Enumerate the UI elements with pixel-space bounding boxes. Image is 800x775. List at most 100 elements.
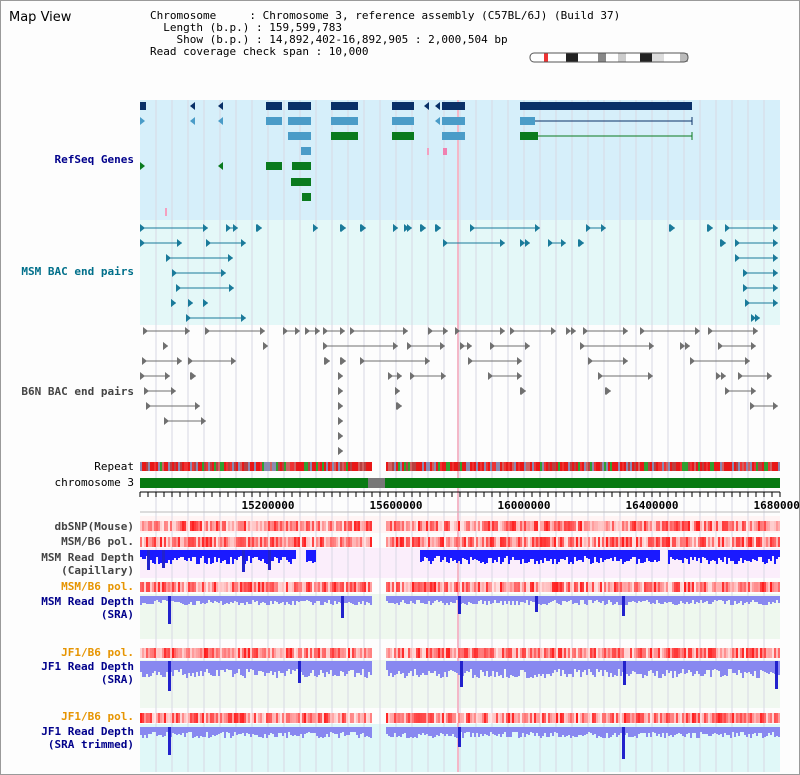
track-label-jf1-b6-pol-2[interactable]: JF1/B6 pol. xyxy=(61,710,134,723)
capillary-depth xyxy=(720,550,722,560)
jf1-b6-pol-segment xyxy=(358,648,360,658)
jf1-trim-depth xyxy=(728,727,730,735)
jf1-trim-depth xyxy=(570,727,572,738)
msm-b6-pol-segment xyxy=(432,537,434,547)
jf1-b6-pol-segment xyxy=(360,648,362,658)
repeat-segment xyxy=(208,462,210,471)
repeat-segment xyxy=(748,462,750,471)
jf1-sra-depth xyxy=(714,661,716,669)
repeat-segment xyxy=(606,462,608,471)
capillary-depth xyxy=(580,550,582,560)
repeat-segment xyxy=(576,462,578,471)
b6n-bac-pair-end xyxy=(393,342,398,350)
jf1-b6-pol-segment xyxy=(536,648,538,658)
jf1-b6-pol-2-segment xyxy=(522,713,524,723)
jf1-trim-depth xyxy=(480,727,482,734)
msm-b6-pol-2-segment xyxy=(194,582,196,592)
repeat-segment xyxy=(586,462,588,471)
msm-b6-pol-2-segment xyxy=(480,582,482,592)
msm-b6-pol-2-segment xyxy=(536,582,538,592)
jf1-sra-depth xyxy=(154,661,156,671)
msm-b6-pol-2-segment xyxy=(696,582,698,592)
repeat-segment xyxy=(502,462,504,471)
dbsnp-segment xyxy=(200,521,202,531)
repeat-segment xyxy=(636,462,638,471)
track-label-msm-b6-pol-2[interactable]: MSM/B6 pol. xyxy=(61,580,134,593)
track-label-msm-bac[interactable]: MSM BAC end pairs xyxy=(21,265,134,278)
track-label-b6n-bac[interactable]: B6N BAC end pairs xyxy=(21,385,134,398)
repeat-segment xyxy=(712,462,714,471)
track-label-jf1-depth-sra[interactable]: JF1 Read Depth xyxy=(41,660,134,673)
msm-b6-pol-2-segment xyxy=(574,582,576,592)
jf1-b6-pol-2-segment xyxy=(170,713,172,723)
msm-b6-pol-segment xyxy=(536,537,538,547)
jf1-b6-pol-2-segment xyxy=(726,713,728,723)
msm-sra-depth xyxy=(416,596,418,600)
jf1-sra-depth xyxy=(652,661,654,673)
track-label-msm-depth-capillary[interactable]: MSM Read Depth xyxy=(41,551,134,564)
b6n-bac-pair-end xyxy=(745,357,750,365)
jf1-b6-pol-2-segment xyxy=(708,713,710,723)
track-label-repeat[interactable]: Repeat xyxy=(94,460,134,473)
repeat-segment xyxy=(300,462,302,471)
jf1-b6-pol-segment xyxy=(284,648,286,658)
capillary-depth xyxy=(234,550,236,559)
msm-b6-pol-2-segment xyxy=(158,582,160,592)
repeat-segment xyxy=(326,462,328,471)
jf1-trim-depth xyxy=(616,727,618,737)
track-label-msm-depth-sra[interactable]: MSM Read Depth xyxy=(41,595,134,608)
msm-b6-pol-segment xyxy=(698,537,700,547)
msm-sra-depth xyxy=(644,596,646,601)
msm-sra-depth xyxy=(638,596,640,601)
jf1-b6-pol-segment xyxy=(390,648,392,658)
jf1-sra-depth xyxy=(642,661,644,678)
jf1-b6-pol-segment xyxy=(268,648,270,658)
track-label-chromosome[interactable]: chromosome 3 xyxy=(54,476,134,489)
msm-b6-pol-segment xyxy=(490,537,492,547)
jf1-b6-pol-segment xyxy=(404,648,406,658)
repeat-segment xyxy=(146,462,148,471)
repeat-segment xyxy=(698,462,700,471)
dbsnp-segment xyxy=(668,521,670,531)
jf1-b6-pol-segment xyxy=(466,648,468,658)
repeat-segment xyxy=(390,462,392,471)
msm-b6-pol-2-segment xyxy=(654,582,656,592)
msm-b6-pol-2-segment xyxy=(562,582,564,592)
jf1-b6-pol-2-segment xyxy=(226,713,228,723)
msm-b6-pol-2-segment xyxy=(438,582,440,592)
jf1-b6-pol-segment xyxy=(174,648,176,658)
jf1-b6-pol-2-segment xyxy=(308,713,310,723)
jf1-b6-pol-2-segment xyxy=(494,713,496,723)
jf1-trim-depth xyxy=(274,727,276,737)
jf1-b6-pol-segment xyxy=(336,648,338,658)
jf1-b6-pol-2-segment xyxy=(500,713,502,723)
track-label-jf1-depth-trimmed[interactable]: JF1 Read Depth xyxy=(41,725,134,738)
jf1-trim-depth xyxy=(750,727,752,738)
repeat-segment xyxy=(778,462,780,471)
dbsnp-segment xyxy=(166,521,168,531)
info-show-range: Show (b.p.) : 14,892,402-16,892,905 : 2,… xyxy=(150,33,508,46)
repeat-segment xyxy=(254,462,256,471)
msm-b6-pol-segment xyxy=(522,537,524,547)
track-label-jf1-b6-pol[interactable]: JF1/B6 pol. xyxy=(61,646,134,659)
capillary-depth xyxy=(540,550,542,560)
msm-b6-pol-segment xyxy=(150,537,152,547)
jf1-sra-depth xyxy=(316,661,318,677)
jf1-b6-pol-segment xyxy=(308,648,310,658)
msm-sra-depth xyxy=(414,596,416,604)
gene-arrow xyxy=(140,162,145,170)
track-label-dbsnp[interactable]: dbSNP(Mouse) xyxy=(54,520,134,533)
capillary-depth xyxy=(288,550,290,562)
capillary-depth xyxy=(692,550,694,560)
gene-mark xyxy=(443,148,447,155)
msm-b6-pol-2-segment xyxy=(150,582,152,592)
msm-sra-depth xyxy=(150,596,152,604)
track-label-refseq[interactable]: RefSeq Genes xyxy=(54,153,134,166)
jf1-b6-pol-2-segment xyxy=(178,713,180,723)
jf1-b6-pol-segment xyxy=(392,648,394,658)
msm-bac-pair-end xyxy=(421,224,426,232)
track-label-msm-b6-pol[interactable]: MSM/B6 pol. xyxy=(61,535,134,548)
msm-b6-pol-2-segment xyxy=(198,582,200,592)
dbsnp-segment xyxy=(648,521,650,531)
